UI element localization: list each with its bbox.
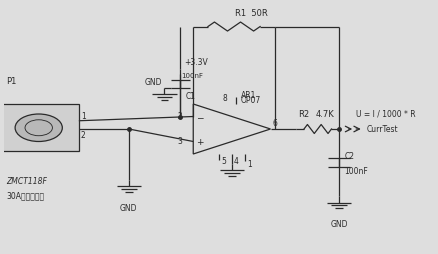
Text: 4.7K: 4.7K (316, 109, 334, 118)
Text: 1: 1 (247, 159, 252, 168)
Text: GND: GND (145, 78, 162, 87)
Text: OP07: OP07 (240, 95, 261, 104)
Text: C1: C1 (186, 91, 195, 100)
Text: C2: C2 (344, 151, 354, 160)
Text: +3.3V: +3.3V (185, 58, 208, 67)
Bar (0, 105, 79, 152)
Text: GND: GND (120, 203, 138, 212)
Text: 2: 2 (81, 131, 86, 140)
Text: 4: 4 (234, 157, 239, 166)
Text: 30A电流互感器: 30A电流互感器 (7, 191, 45, 200)
Text: 5: 5 (221, 156, 226, 165)
Text: GND: GND (330, 219, 348, 228)
Text: R1  50R: R1 50R (235, 9, 268, 18)
Text: R2: R2 (298, 109, 310, 118)
Circle shape (15, 115, 62, 142)
Text: 3: 3 (178, 136, 183, 145)
Text: +: + (196, 137, 204, 146)
Text: 100nF: 100nF (344, 166, 368, 175)
Text: ZMCT118F: ZMCT118F (7, 176, 47, 185)
Text: 2: 2 (178, 111, 183, 120)
Text: AR1: AR1 (240, 90, 256, 99)
Text: 100nF: 100nF (182, 72, 204, 78)
Text: U = I / 1000 * R: U = I / 1000 * R (357, 109, 416, 118)
Text: −: − (196, 113, 204, 121)
Text: CurrTest: CurrTest (366, 125, 398, 134)
Text: 8: 8 (223, 94, 228, 103)
Text: 6: 6 (272, 119, 278, 128)
Text: 1: 1 (81, 111, 86, 120)
Text: P1: P1 (7, 76, 17, 85)
